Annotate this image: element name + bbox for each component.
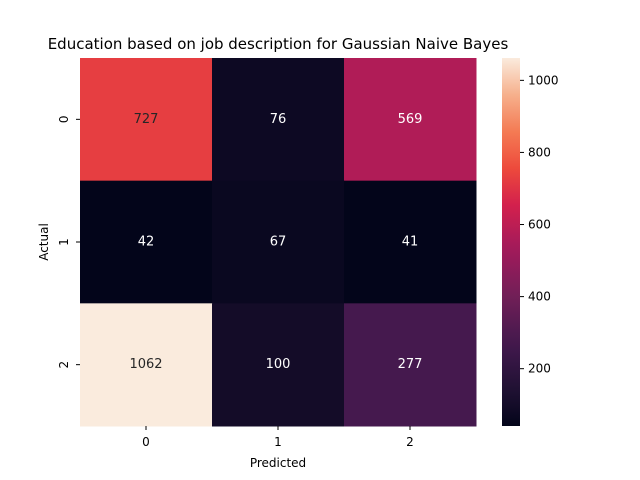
- heatmap-cell: [80, 58, 213, 182]
- y-axis-ticks: 0 1 2: [57, 116, 80, 369]
- heatmap-cell-labels: 727 76 569 42 67 41 1062 100 277: [129, 112, 422, 372]
- y-tick-label: 0: [57, 116, 71, 124]
- colorbar-tick-label: 400: [528, 290, 551, 304]
- cell-value-label: 67: [270, 235, 287, 250]
- y-axis-label: Actual: [37, 223, 51, 261]
- colorbar: [502, 58, 520, 426]
- heatmap-cell: [344, 180, 477, 304]
- chart-title: Education based on job description for G…: [48, 35, 509, 53]
- cell-value-label: 42: [138, 235, 155, 250]
- cell-value-label: 727: [134, 112, 159, 127]
- cell-value-label: 76: [270, 112, 287, 127]
- heatmap-cell: [344, 58, 477, 182]
- cell-value-label: 1062: [129, 357, 162, 372]
- colorbar-tick-label: 600: [528, 218, 551, 232]
- colorbar-tick-label: 1000: [528, 73, 559, 87]
- x-tick-label: 0: [142, 435, 150, 449]
- heatmap-cell: [80, 180, 213, 304]
- colorbar-ticks: 200 400 600 800 1000: [520, 73, 559, 376]
- heatmap-cell: [80, 303, 213, 427]
- x-tick-label: 1: [274, 435, 282, 449]
- cell-value-label: 100: [266, 357, 291, 372]
- y-tick-label: 2: [57, 361, 71, 369]
- colorbar-tick-label: 200: [528, 362, 551, 376]
- heatmap-cells: [80, 58, 477, 427]
- heatmap-cell: [212, 303, 345, 427]
- y-tick-label: 1: [57, 238, 71, 246]
- x-axis-label: Predicted: [250, 456, 306, 470]
- x-axis-ticks: 0 1 2: [142, 426, 414, 449]
- heatmap-cell: [212, 58, 345, 182]
- cell-value-label: 41: [402, 235, 419, 250]
- heatmap-cell: [212, 180, 345, 304]
- x-tick-label: 2: [406, 435, 414, 449]
- cell-value-label: 277: [398, 357, 423, 372]
- colorbar-tick-label: 800: [528, 145, 551, 159]
- heatmap-cell: [344, 303, 477, 427]
- cell-value-label: 569: [398, 112, 423, 127]
